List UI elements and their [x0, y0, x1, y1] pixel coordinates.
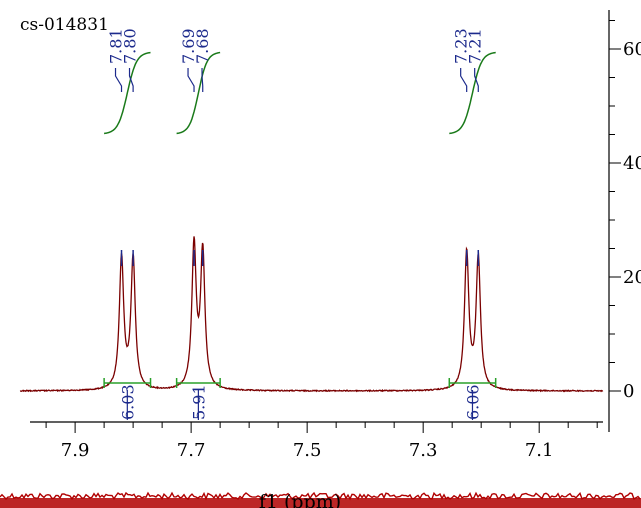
integrals: 6.03 5.91 6.06	[103, 51, 497, 420]
peak-label: 7.23	[452, 28, 471, 64]
integral-curve	[449, 51, 496, 135]
peak-label: 7.69	[179, 28, 198, 64]
x-tick-label: 7.9	[61, 440, 90, 461]
y-tick-label: 20	[623, 267, 641, 288]
peak-connector	[460, 68, 468, 92]
integral-value-label: 6.06	[463, 384, 482, 420]
x-axis-label: f1 (ppm)	[259, 491, 341, 508]
x-tick-label: 7.5	[293, 440, 322, 461]
peak-label: 7.68	[193, 28, 212, 64]
sample-id-label: cs-014831	[20, 15, 109, 35]
integral-value-label: 6.03	[118, 384, 137, 420]
y-tick-label: 40	[623, 153, 641, 174]
spectrum-trace	[19, 236, 604, 393]
peak-label: 7.80	[121, 28, 140, 64]
integral-value-label: 5.91	[189, 384, 208, 420]
y-tick-label: 60	[623, 39, 641, 60]
peak-connector	[114, 68, 123, 92]
x-tick-label: 7.1	[525, 440, 554, 461]
peak-label: 7.21	[466, 28, 485, 64]
bottom-noise-band	[0, 491, 641, 508]
peak-connector	[128, 68, 134, 92]
x-tick-label: 7.7	[177, 440, 206, 461]
axes: 7.9 7.7 7.5 7.3 7.1 0 20 40 60	[30, 10, 641, 461]
x-tick-label: 7.3	[409, 440, 438, 461]
integral-curve	[103, 51, 151, 135]
peak-connector	[201, 68, 204, 92]
integral-curve	[176, 51, 221, 135]
peak-connector	[474, 68, 479, 92]
noise-fill	[0, 498, 641, 508]
y-tick-label: 0	[623, 381, 634, 402]
peak-connector	[187, 68, 195, 92]
spectrum-line	[19, 236, 604, 393]
noise-line	[0, 491, 641, 501]
peak-label: 7.81	[107, 28, 126, 64]
peak-labels: 7.817.80 7.697.68 7.237.21	[107, 28, 485, 266]
